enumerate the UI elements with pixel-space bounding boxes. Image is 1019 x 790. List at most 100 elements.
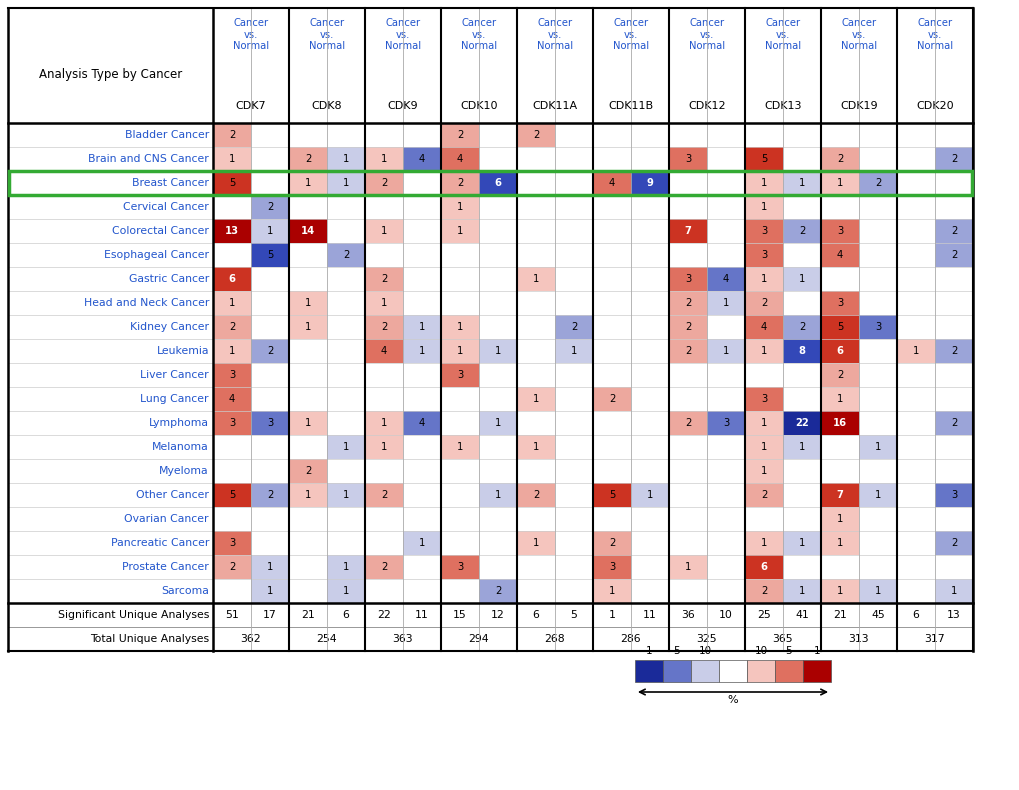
Text: 2: 2 — [760, 586, 766, 596]
Text: 3: 3 — [228, 418, 235, 428]
Text: 6: 6 — [836, 346, 843, 356]
Bar — [744, 171, 783, 195]
Text: 6: 6 — [342, 610, 350, 620]
Bar — [440, 315, 479, 339]
Text: Esophageal Cancer: Esophageal Cancer — [104, 250, 209, 260]
Text: 1: 1 — [836, 178, 843, 188]
Text: 1: 1 — [305, 298, 311, 308]
Bar — [251, 243, 288, 267]
Text: 2: 2 — [305, 466, 311, 476]
Text: 2: 2 — [228, 322, 235, 332]
Text: Pancreatic Cancer: Pancreatic Cancer — [110, 538, 209, 548]
Text: 5: 5 — [228, 178, 235, 188]
Bar — [213, 339, 251, 363]
Bar — [327, 243, 365, 267]
Text: 2: 2 — [267, 346, 273, 356]
Bar — [706, 267, 744, 291]
Text: Analysis Type by Cancer: Analysis Type by Cancer — [39, 68, 182, 81]
Bar — [690, 660, 718, 682]
Bar — [744, 411, 783, 435]
Text: 1: 1 — [380, 226, 387, 236]
Text: 2: 2 — [950, 250, 956, 260]
Text: 1: 1 — [380, 418, 387, 428]
Bar — [440, 147, 479, 171]
Bar — [592, 483, 631, 507]
Bar — [746, 660, 774, 682]
Text: Cancer
vs.
Normal: Cancer vs. Normal — [764, 18, 800, 51]
Bar — [592, 171, 631, 195]
Bar — [365, 267, 403, 291]
Bar — [479, 411, 517, 435]
Text: 41: 41 — [795, 610, 808, 620]
Bar — [440, 219, 479, 243]
Text: 2: 2 — [798, 226, 804, 236]
Text: 5: 5 — [267, 250, 273, 260]
Text: Cancer
vs.
Normal: Cancer vs. Normal — [688, 18, 725, 51]
Text: 254: 254 — [316, 634, 337, 644]
Text: 1: 1 — [342, 562, 348, 572]
Text: 2: 2 — [267, 202, 273, 212]
Text: Sarcoma: Sarcoma — [161, 586, 209, 596]
Text: Cancer
vs.
Normal: Cancer vs. Normal — [916, 18, 952, 51]
Bar — [251, 579, 288, 603]
Text: 1: 1 — [494, 418, 500, 428]
Bar — [365, 555, 403, 579]
Text: 5: 5 — [570, 610, 577, 620]
Bar — [213, 411, 251, 435]
Text: Liver Cancer: Liver Cancer — [141, 370, 209, 380]
Text: 2: 2 — [532, 130, 539, 140]
Bar — [213, 363, 251, 387]
Text: 1: 1 — [380, 442, 387, 452]
Bar — [251, 195, 288, 219]
Bar — [213, 531, 251, 555]
Bar — [706, 339, 744, 363]
Bar — [820, 315, 858, 339]
Text: Melanoma: Melanoma — [152, 442, 209, 452]
Text: 1: 1 — [342, 178, 348, 188]
Bar — [213, 315, 251, 339]
Bar — [934, 243, 972, 267]
Bar — [631, 483, 668, 507]
Text: 1: 1 — [813, 646, 819, 656]
Text: CDK13: CDK13 — [763, 101, 801, 111]
Bar — [365, 411, 403, 435]
Bar — [662, 660, 690, 682]
Text: 1: 1 — [494, 346, 500, 356]
Text: Significant Unique Analyses: Significant Unique Analyses — [57, 610, 209, 620]
Bar — [365, 339, 403, 363]
Text: 362: 362 — [240, 634, 261, 644]
Bar — [440, 171, 479, 195]
Text: 1: 1 — [608, 586, 614, 596]
Text: 45: 45 — [870, 610, 884, 620]
Text: 325: 325 — [696, 634, 716, 644]
Text: 1: 1 — [684, 562, 691, 572]
Bar — [820, 531, 858, 555]
Text: 5: 5 — [608, 490, 614, 500]
Bar — [934, 411, 972, 435]
Text: 1: 1 — [836, 538, 843, 548]
Bar — [934, 219, 972, 243]
Text: 5: 5 — [836, 322, 843, 332]
Text: 13: 13 — [225, 226, 238, 236]
Bar — [213, 387, 251, 411]
Bar — [668, 339, 706, 363]
Text: 1: 1 — [342, 490, 348, 500]
Text: 1: 1 — [798, 274, 804, 284]
Bar — [820, 363, 858, 387]
Text: 1: 1 — [760, 418, 766, 428]
Text: Total Unique Analyses: Total Unique Analyses — [90, 634, 209, 644]
Text: 8: 8 — [798, 346, 805, 356]
Bar — [820, 339, 858, 363]
Bar — [635, 660, 662, 682]
Bar — [440, 555, 479, 579]
Bar — [365, 171, 403, 195]
Text: 3: 3 — [760, 394, 766, 404]
Bar — [517, 483, 554, 507]
Text: 3: 3 — [228, 538, 235, 548]
Bar — [403, 411, 440, 435]
Bar — [744, 531, 783, 555]
Text: 4: 4 — [722, 274, 729, 284]
Bar — [440, 363, 479, 387]
Text: 1: 1 — [608, 610, 614, 620]
Bar — [820, 171, 858, 195]
